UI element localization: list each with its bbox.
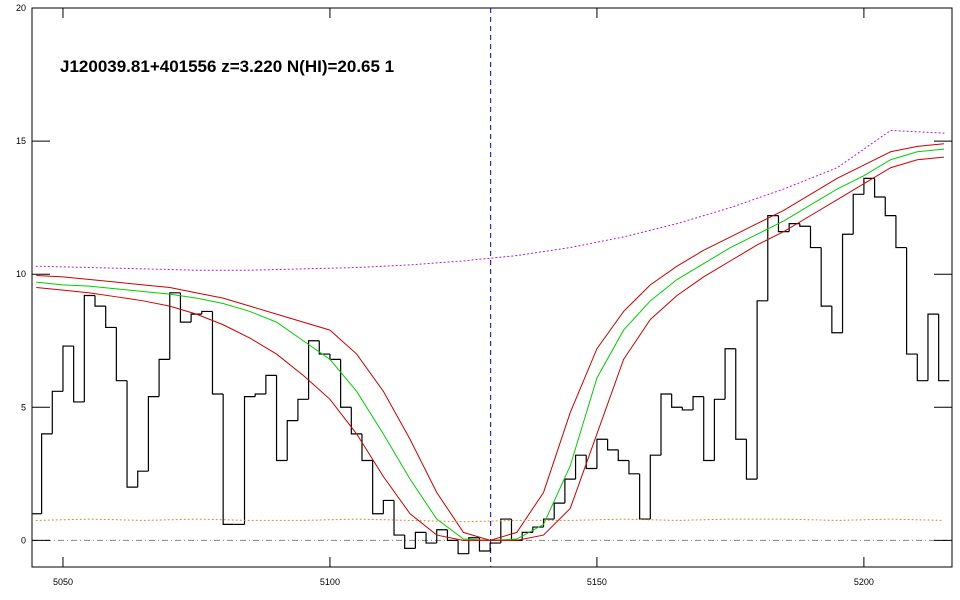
plot-frame — [31, 7, 953, 568]
flux-step — [585, 455, 597, 470]
flux-step — [873, 178, 886, 198]
flux-step — [179, 292, 192, 323]
flux-step — [404, 535, 416, 549]
flux-step — [777, 215, 790, 233]
y-tick-label: 15 — [16, 136, 26, 146]
flux-step — [574, 454, 587, 480]
flux-step — [692, 396, 704, 410]
flux-step — [863, 177, 875, 195]
flux-step — [414, 531, 427, 549]
flux-step — [639, 473, 651, 520]
y-tick-label: 20 — [16, 3, 26, 13]
flux-step — [62, 345, 74, 392]
flux-step — [158, 358, 170, 397]
flux-step — [478, 537, 491, 552]
flux-step — [243, 396, 256, 525]
flux-step — [713, 398, 726, 461]
flux-step — [831, 306, 843, 334]
flux-step — [735, 348, 747, 440]
flux-step — [41, 433, 53, 514]
flux-step — [660, 393, 672, 456]
flux-step — [190, 313, 202, 323]
y-tick-label: 0 — [21, 535, 26, 545]
flux-step — [820, 247, 832, 307]
flux-step — [916, 354, 928, 382]
flux-step — [436, 529, 448, 544]
flux-step — [126, 380, 138, 488]
model-curve — [36, 156, 945, 541]
flux-step — [286, 419, 298, 461]
flux-step — [724, 348, 736, 400]
flux-step — [681, 407, 694, 411]
flux-step — [906, 247, 918, 355]
flux-step — [51, 390, 63, 434]
y-tick-label: 10 — [16, 269, 26, 279]
flux-step — [553, 502, 565, 520]
flux-step — [671, 393, 683, 408]
flux-step — [852, 193, 864, 235]
flux-step — [628, 460, 640, 475]
x-tick-label: 5150 — [587, 577, 607, 587]
flux-step — [468, 537, 480, 554]
flux-step — [297, 398, 309, 421]
flux-step — [211, 311, 224, 395]
flux-step — [105, 306, 117, 329]
flux-step — [169, 292, 181, 360]
flux-step — [222, 393, 234, 526]
flux-step — [884, 196, 896, 217]
flux-step — [425, 532, 437, 544]
flux-step — [457, 540, 469, 555]
flux-step — [275, 375, 288, 462]
x-tick-label: 5200 — [854, 577, 874, 587]
flux-step — [767, 215, 779, 301]
flux-step — [489, 542, 501, 552]
flux-step — [809, 226, 822, 249]
flux-step — [83, 294, 96, 402]
flux-step — [938, 314, 950, 382]
flux-step — [564, 478, 576, 504]
flux-step — [137, 470, 149, 488]
chart-title: J120039.81+401556 z=3.220 N(HI)=20.65 1 — [60, 57, 394, 76]
flux-step — [895, 215, 907, 249]
flux-step — [596, 438, 608, 469]
flux-step — [340, 359, 352, 408]
flux-step — [382, 499, 395, 514]
flux-step — [115, 327, 128, 382]
flux-step — [607, 439, 619, 451]
flux-step — [799, 223, 811, 227]
flux-step — [446, 529, 459, 541]
flux-step — [703, 396, 715, 462]
flux-step — [201, 310, 213, 315]
flux-step — [73, 346, 85, 403]
flux-step — [254, 393, 266, 397]
x-tick-label: 5050 — [53, 577, 73, 587]
flux-step — [500, 518, 512, 544]
flux-step — [841, 233, 854, 333]
dotted-curve — [35, 518, 945, 523]
plot-area — [32, 8, 952, 567]
flux-step — [318, 340, 330, 355]
flux-step — [927, 313, 939, 381]
flux-step — [617, 449, 629, 462]
flux-step — [350, 407, 362, 435]
flux-step — [372, 460, 384, 515]
flux-step — [265, 374, 277, 394]
flux-step — [94, 295, 106, 307]
flux-step — [147, 396, 160, 472]
flux-step — [745, 439, 758, 480]
flux-step — [393, 500, 405, 536]
flux-step — [649, 454, 661, 520]
flux-step — [756, 300, 768, 480]
x-tick-label: 5100 — [320, 577, 340, 587]
y-tick-label: 5 — [21, 402, 26, 412]
